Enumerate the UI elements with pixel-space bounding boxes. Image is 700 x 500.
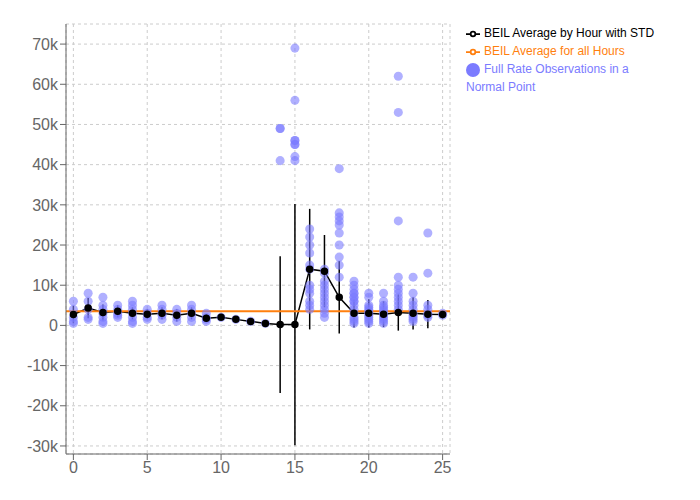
- svg-text:0: 0: [69, 459, 78, 476]
- svg-text:30k: 30k: [32, 197, 59, 214]
- svg-text:20k: 20k: [32, 237, 59, 254]
- svg-text:60k: 60k: [32, 76, 59, 93]
- html-text:BEIL Average for all Hours: BEIL Average for all Hours: [484, 44, 625, 58]
- svg-text:70k: 70k: [32, 36, 59, 53]
- svg-text:5: 5: [143, 459, 152, 476]
- html-text:BEIL Average by Hour with STD: BEIL Average by Hour with STD: [484, 26, 655, 40]
- svg-text:0: 0: [49, 317, 58, 334]
- svg-text:50k: 50k: [32, 116, 59, 133]
- svg-text:-30k: -30k: [27, 438, 59, 455]
- svg-text:15: 15: [286, 459, 304, 476]
- html-text:Full Rate Observations in a No: Full Rate Observations in a Normal Point: [466, 62, 629, 94]
- svg-text:40k: 40k: [32, 156, 59, 173]
- svg-text:25: 25: [434, 459, 452, 476]
- svg-text:10k: 10k: [32, 277, 59, 294]
- svg-text:-10k: -10k: [27, 357, 59, 374]
- svg-text:20: 20: [360, 459, 378, 476]
- svg-text:-20k: -20k: [27, 397, 59, 414]
- svg-text:10: 10: [212, 459, 230, 476]
